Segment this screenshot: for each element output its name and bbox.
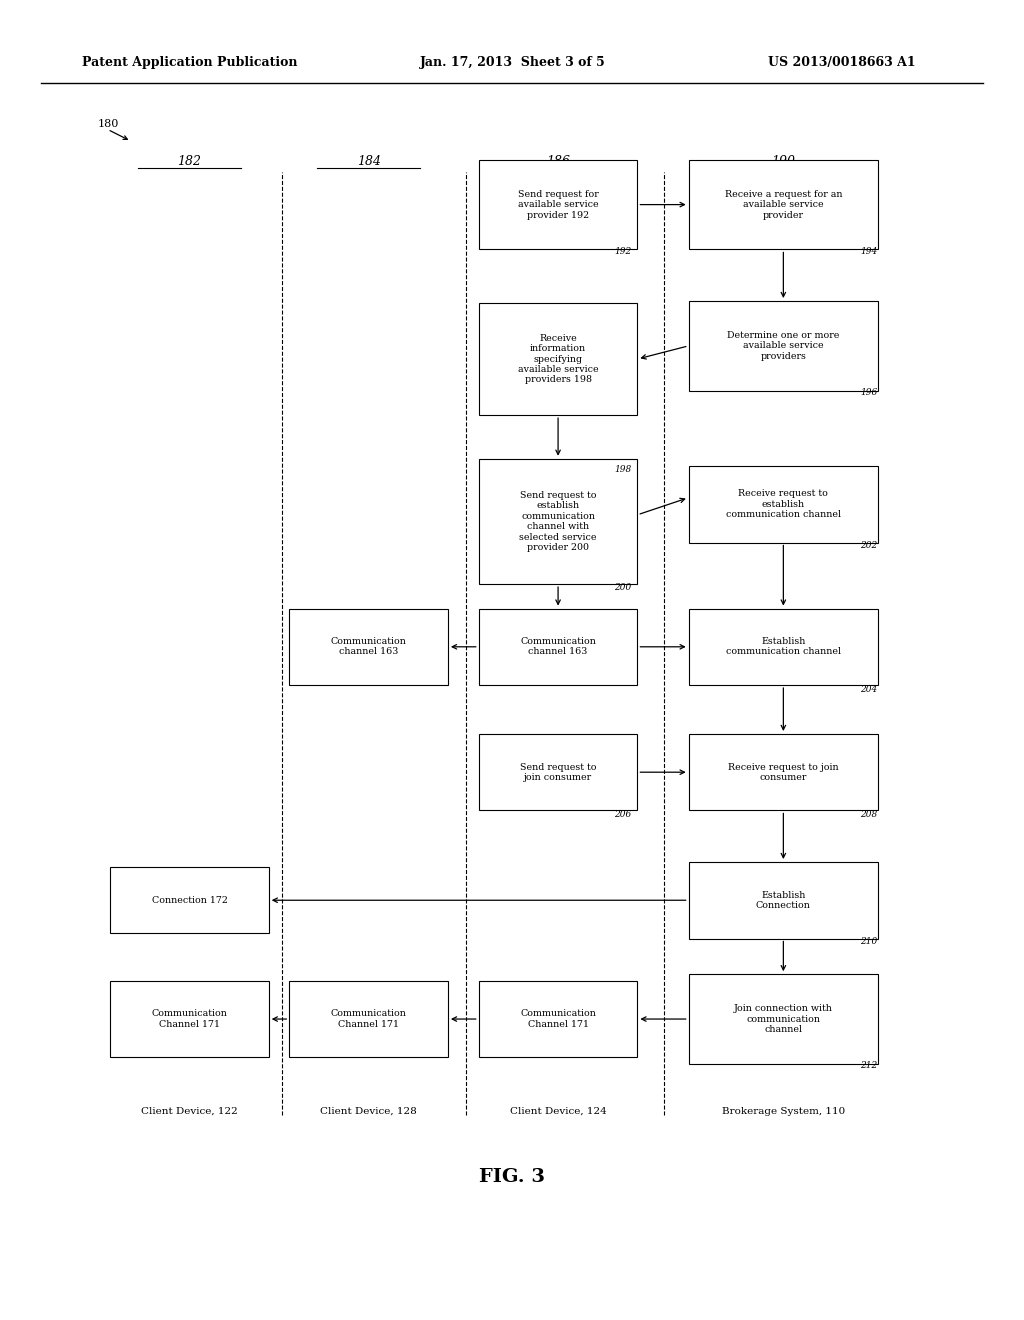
- Bar: [688, 466, 878, 543]
- Text: Communication
channel 163: Communication channel 163: [331, 638, 407, 656]
- Text: 186: 186: [546, 154, 570, 168]
- Bar: [688, 160, 878, 249]
- Text: Receive a request for an
available service
provider: Receive a request for an available servi…: [725, 190, 842, 219]
- Bar: [289, 609, 449, 685]
- Text: US 2013/0018663 A1: US 2013/0018663 A1: [768, 55, 915, 69]
- Text: 184: 184: [356, 154, 381, 168]
- Text: Communication
Channel 171: Communication Channel 171: [152, 1010, 227, 1028]
- Bar: [688, 974, 878, 1064]
- Text: 194: 194: [860, 247, 878, 256]
- Text: Send request to
join consumer: Send request to join consumer: [520, 763, 596, 781]
- Text: Brokerage System, 110: Brokerage System, 110: [722, 1107, 845, 1115]
- Text: 190: 190: [771, 154, 796, 168]
- Text: Client Device, 122: Client Device, 122: [141, 1107, 238, 1115]
- Bar: [479, 304, 637, 414]
- Text: Receive request to join
consumer: Receive request to join consumer: [728, 763, 839, 781]
- Text: Send request for
available service
provider 192: Send request for available service provi…: [518, 190, 598, 219]
- Text: Receive
information
specifying
available service
providers 198: Receive information specifying available…: [518, 334, 598, 384]
- Text: Communication
Channel 171: Communication Channel 171: [331, 1010, 407, 1028]
- Bar: [688, 301, 878, 391]
- Bar: [688, 734, 878, 810]
- Bar: [479, 459, 637, 583]
- Text: Client Device, 124: Client Device, 124: [510, 1107, 606, 1115]
- Text: Receive request to
establish
communication channel: Receive request to establish communicati…: [726, 490, 841, 519]
- Text: 192: 192: [614, 247, 632, 256]
- Text: Communication
Channel 171: Communication Channel 171: [520, 1010, 596, 1028]
- Text: Jan. 17, 2013  Sheet 3 of 5: Jan. 17, 2013 Sheet 3 of 5: [420, 55, 605, 69]
- Text: Determine one or more
available service
providers: Determine one or more available service …: [727, 331, 840, 360]
- Bar: [479, 160, 637, 249]
- Text: 206: 206: [614, 810, 632, 820]
- Bar: [688, 862, 878, 939]
- Bar: [111, 867, 268, 933]
- Text: Establish
Connection: Establish Connection: [756, 891, 811, 909]
- Text: 208: 208: [860, 810, 878, 820]
- Bar: [479, 734, 637, 810]
- Text: 180: 180: [97, 119, 119, 129]
- Text: 202: 202: [860, 541, 878, 550]
- Bar: [479, 609, 637, 685]
- Text: FIG. 3: FIG. 3: [479, 1168, 545, 1187]
- Text: 200: 200: [614, 583, 632, 593]
- Text: 212: 212: [860, 1061, 878, 1071]
- Text: Communication
channel 163: Communication channel 163: [520, 638, 596, 656]
- Text: Connection 172: Connection 172: [152, 896, 227, 904]
- Text: Establish
communication channel: Establish communication channel: [726, 638, 841, 656]
- Bar: [688, 609, 878, 685]
- Bar: [111, 981, 268, 1057]
- Text: Client Device, 128: Client Device, 128: [321, 1107, 417, 1115]
- Text: 198: 198: [614, 465, 632, 474]
- Text: 210: 210: [860, 937, 878, 946]
- Text: Patent Application Publication: Patent Application Publication: [82, 55, 297, 69]
- Text: 196: 196: [860, 388, 878, 397]
- Bar: [479, 981, 637, 1057]
- Text: 182: 182: [177, 154, 202, 168]
- Text: Join connection with
communication
channel: Join connection with communication chann…: [734, 1005, 833, 1034]
- Text: Send request to
establish
communication
channel with
selected service
provider 2: Send request to establish communication …: [519, 491, 597, 552]
- Text: 204: 204: [860, 685, 878, 694]
- Bar: [289, 981, 449, 1057]
